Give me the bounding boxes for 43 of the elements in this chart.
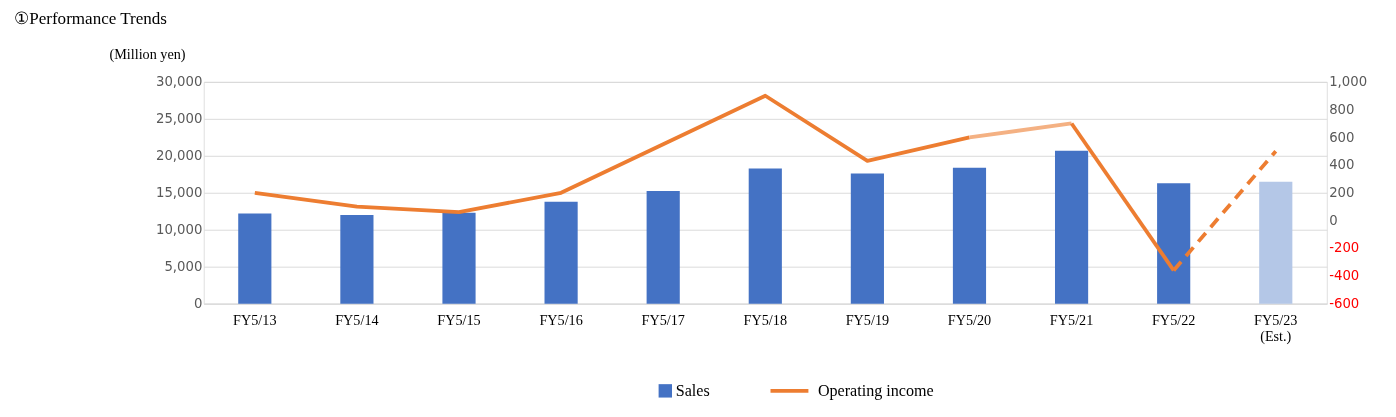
- y2-tick-label: 200: [1329, 185, 1355, 201]
- bar: [544, 201, 578, 304]
- x-tick-label: FY5/13: [233, 311, 277, 328]
- y-tick-label: 25,000: [155, 111, 203, 127]
- y2-tick-label: 1,000: [1329, 74, 1368, 90]
- bar: [238, 213, 272, 304]
- bar: [340, 214, 374, 304]
- x-tick-label: FY5/20: [947, 311, 992, 328]
- y-tick-label: 15,000: [155, 185, 203, 201]
- bar: [952, 167, 987, 304]
- y2-tick-label: 400: [1329, 157, 1355, 173]
- y-tick-label: 20,000: [155, 148, 203, 164]
- bar: [442, 212, 476, 304]
- line-series: [252, 93, 972, 215]
- bar: [1259, 181, 1293, 304]
- x-tick-label: FY5/23 (Est.): [1254, 311, 1298, 346]
- x-tick-label: FY5/17: [641, 311, 685, 328]
- y2-tick-label: -400: [1329, 268, 1360, 284]
- x-tick-label: FY5/19: [845, 311, 890, 328]
- y2-tick-label: 0: [1329, 212, 1338, 228]
- chart-title: ①Performance Trends: [14, 9, 168, 29]
- x-tick-label: FY5/18: [743, 311, 787, 328]
- legend-label: Operating income: [817, 381, 934, 400]
- y2-tick-label: 600: [1329, 129, 1355, 145]
- legend-label: Sales: [675, 381, 710, 399]
- x-tick-label: FY5/14: [335, 311, 379, 328]
- y2-tick-label: 800: [1329, 101, 1355, 117]
- x-tick-label: FY5/22: [1151, 311, 1196, 328]
- bar: [748, 168, 782, 304]
- bar: [850, 173, 884, 304]
- x-tick-label: FY5/16: [539, 311, 583, 328]
- y-tick-label: 5,000: [164, 258, 203, 274]
- bar: [646, 190, 680, 304]
- y2-tick-label: -600: [1329, 295, 1360, 311]
- x-tick-label: FY5/21: [1049, 311, 1094, 328]
- bar: [1054, 150, 1089, 304]
- y-axis-title: (Million yen): [109, 45, 186, 63]
- bar: [1157, 183, 1191, 304]
- y-tick-label: 30,000: [155, 74, 203, 90]
- y-tick-label: 10,000: [155, 222, 203, 238]
- y2-tick-label: -200: [1329, 240, 1360, 256]
- y-tick-label: 0: [193, 295, 203, 311]
- x-tick-label: FY5/15: [437, 311, 481, 328]
